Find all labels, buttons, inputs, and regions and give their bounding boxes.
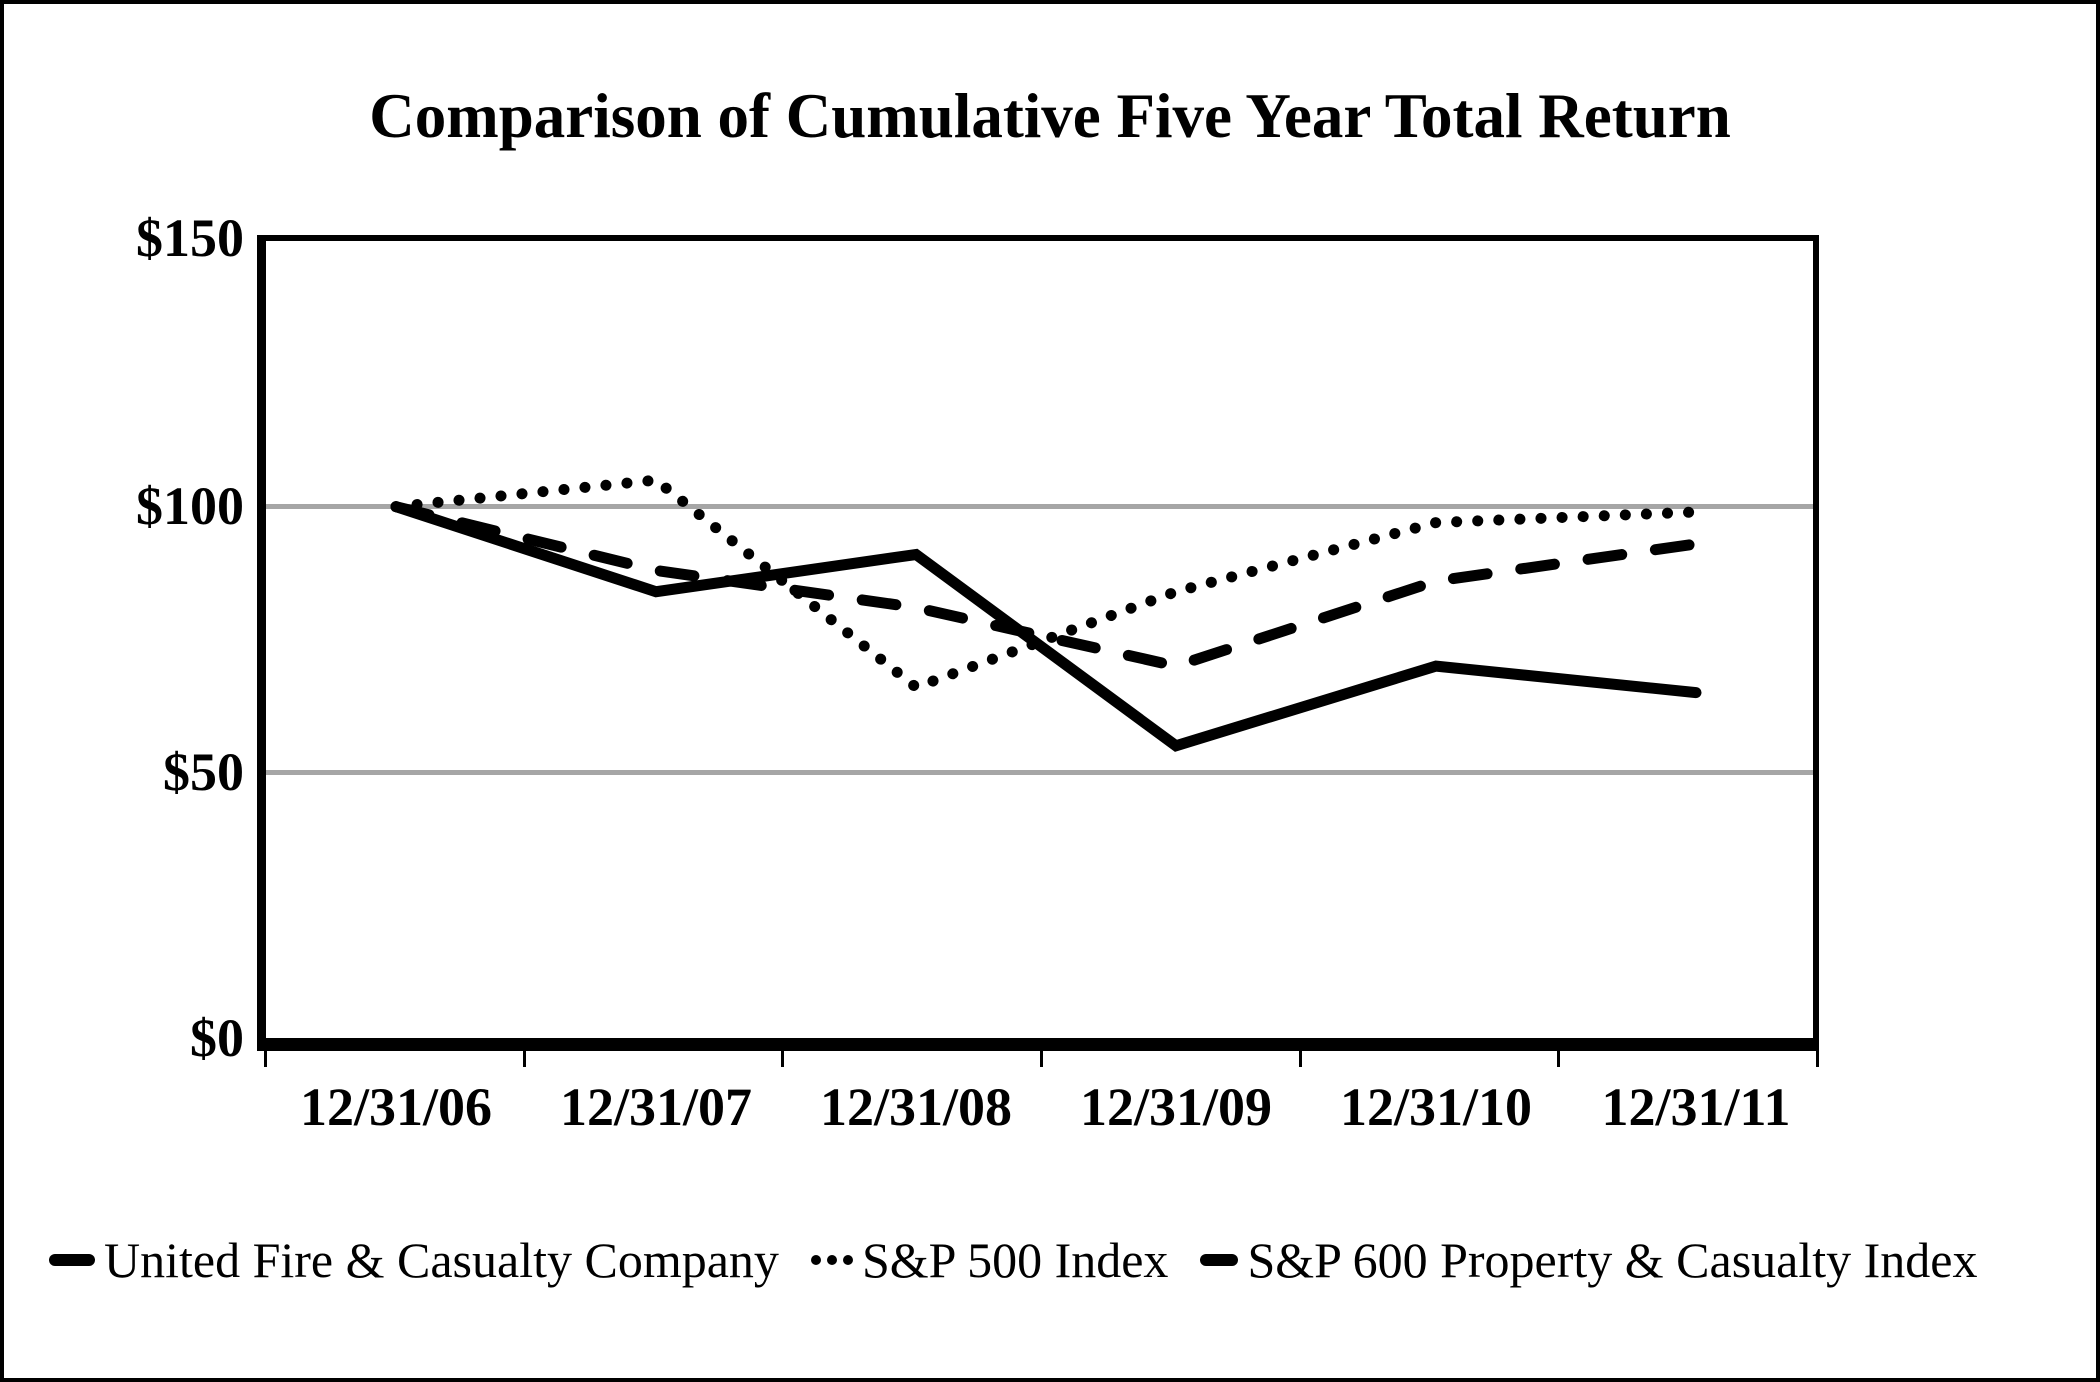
- x-tickmark-2: [781, 1051, 784, 1067]
- x-tickmark-0: [264, 1051, 267, 1067]
- y-axis-label-150: $150: [136, 208, 244, 268]
- gridline-100: [266, 504, 1813, 509]
- series-line-dotted: [390, 474, 1702, 694]
- legend-label-sp500: S&P 500 Index: [861, 1232, 1169, 1288]
- x-axis-label-2007: 12/31/07: [559, 1077, 752, 1137]
- x-tickmark-3: [1040, 1051, 1043, 1067]
- dotted-line-marker-icon: [810, 1255, 853, 1265]
- x-tickmark-6: [1816, 1051, 1819, 1067]
- chart-title: Comparison of Cumulative Five Year Total…: [369, 81, 1731, 151]
- x-tickmark-1: [523, 1051, 526, 1067]
- legend-label-sp600-pc: S&P 600 Property & Casualty Index: [1247, 1232, 1978, 1288]
- gridline-50: [266, 770, 1813, 775]
- solid-line-marker-icon: [49, 1254, 95, 1266]
- x-tickmark-5: [1557, 1051, 1560, 1067]
- series-lines: [390, 474, 1702, 752]
- x-axis-label-2008: 12/31/08: [819, 1077, 1012, 1137]
- y-axis-label-0: $0: [190, 1008, 244, 1068]
- x-axis-label-2009: 12/31/09: [1079, 1077, 1272, 1137]
- x-axis-label-2006: 12/31/06: [299, 1077, 492, 1137]
- x-axis-label-2010: 12/31/10: [1339, 1077, 1532, 1137]
- series-line-solid: [390, 501, 1702, 752]
- legend-item-sp600-pc: S&P 600 Property & Casualty Index: [1200, 1230, 1978, 1290]
- dashed-line-marker-icon: [1200, 1254, 1239, 1266]
- legend-label-united-fire: United Fire & Casualty Company: [104, 1232, 779, 1288]
- legend-item-sp500: S&P 500 Index: [810, 1230, 1169, 1290]
- series-line-dashed: [390, 501, 1702, 672]
- legend-item-united-fire: United Fire & Casualty Company: [49, 1230, 779, 1290]
- y-axis-label-100: $100: [136, 476, 244, 536]
- x-axis-label-2011: 12/31/11: [1601, 1077, 1791, 1137]
- y-axis-label-50: $50: [163, 742, 244, 802]
- plot-area: [257, 235, 1819, 1051]
- legend: United Fire & Casualty Company S&P 500 I…: [49, 1215, 2076, 1305]
- x-tickmark-4: [1299, 1051, 1302, 1067]
